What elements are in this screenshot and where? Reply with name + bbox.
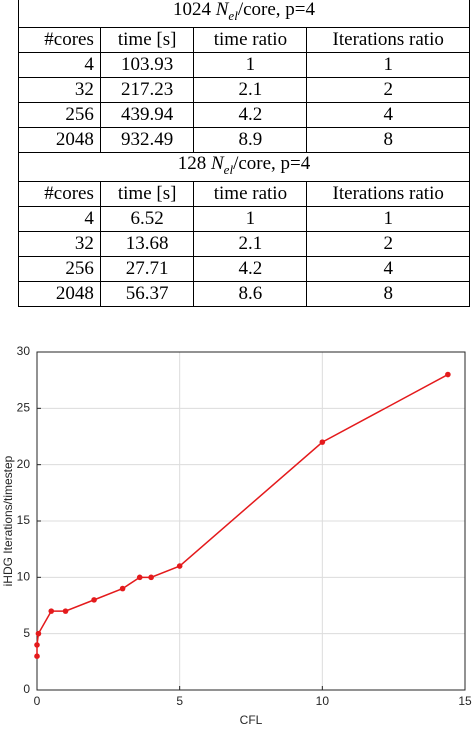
header-cell: Iterations ratio: [306, 26, 470, 53]
table-cell: 2.1: [193, 76, 308, 103]
table-cell: 2048: [18, 126, 101, 153]
table-cell: 2: [306, 230, 470, 257]
table-cell: 4.2: [193, 255, 308, 282]
table-row: 32 13.68 2.1 2: [18, 230, 470, 257]
table-cell: 32: [18, 76, 101, 103]
table-row: 2048 932.49 8.9 8: [18, 126, 470, 153]
title-rest: /core, p=4: [237, 0, 315, 20]
title-number: 128: [177, 152, 207, 174]
table-cell: 56.37: [99, 280, 195, 307]
section-title-row: 1024 Nel/core, p=4: [18, 0, 470, 28]
data-point: [34, 642, 40, 648]
y-axis-label: iHDG Iterations/timestep: [1, 455, 15, 586]
table-cell: 4: [18, 51, 101, 78]
table-cell: 2.1: [193, 230, 308, 257]
title-rest: /core, p=4: [233, 152, 311, 174]
data-point: [445, 371, 451, 378]
y-tick-label: 20: [17, 457, 31, 471]
y-tick-label: 15: [17, 513, 31, 527]
data-point: [119, 585, 126, 592]
x-axis-label: CFL: [240, 713, 263, 727]
title-symbol: N: [210, 152, 224, 174]
data-point: [34, 653, 40, 659]
data-point: [35, 630, 42, 637]
header-cell: time ratio: [193, 26, 308, 53]
data-point: [48, 608, 55, 614]
table-cell: 13.68: [99, 230, 195, 257]
data-point: [176, 563, 183, 569]
table-row: 256 27.71 4.2 4: [18, 255, 470, 282]
data-point: [91, 597, 97, 603]
y-tick-label: 30: [17, 344, 31, 358]
table-cell: 8.9: [193, 126, 308, 153]
table-cell: 8.6: [193, 280, 308, 307]
y-tick-label: 5: [23, 626, 30, 640]
x-tick-label: 0: [34, 694, 41, 708]
table-row: 2048 56.37 8.6 8: [18, 280, 470, 307]
section-title-row: 128 Nel/core, p=4: [18, 151, 470, 182]
header-cell: time [s]: [99, 26, 195, 53]
y-tick-label: 0: [23, 682, 30, 696]
x-tick-label: 10: [316, 694, 330, 708]
title-number: 1024: [172, 0, 211, 20]
results-table: 1024 Nel/core, p=4 #cores time [s] time rat…: [18, 0, 470, 307]
data-point: [319, 439, 326, 445]
table-row: 4 6.52 1 1: [18, 205, 470, 232]
y-tick-label: 25: [17, 401, 31, 415]
table-cell: 8: [306, 126, 470, 153]
plot-frame: [36, 351, 466, 691]
data-point: [136, 574, 143, 581]
table-cell: 2048: [18, 280, 101, 307]
header-row: #cores time [s] time ratio Iterations ratio: [18, 26, 470, 53]
table-cell: 8: [306, 280, 470, 307]
table-cell: 32: [18, 230, 101, 257]
y-tick-label: 10: [17, 570, 31, 584]
data-point: [62, 608, 69, 614]
data-line: [36, 373, 449, 657]
table-cell: 4: [306, 255, 470, 282]
data-point: [148, 574, 154, 581]
section-title: 1024 Nel/core, p=4: [18, 0, 470, 28]
table-cell: 1: [306, 205, 470, 232]
x-tick-label: 15: [458, 694, 472, 708]
title-subscript: el: [228, 7, 238, 23]
table-cell: 932.49: [99, 126, 195, 153]
table-cell: 256: [18, 255, 101, 282]
table-cell: 1: [193, 205, 308, 232]
x-tick-label: 5: [176, 694, 183, 708]
header-cell: time ratio: [193, 180, 308, 207]
table-cell: 6.52: [99, 205, 195, 232]
section-title: 128 Nel/core, p=4: [18, 151, 470, 182]
title-symbol: N: [215, 0, 229, 20]
header-cell: #cores: [18, 180, 101, 207]
header-cell: Iterations ratio: [306, 180, 470, 207]
title-subscript: el: [223, 161, 234, 177]
